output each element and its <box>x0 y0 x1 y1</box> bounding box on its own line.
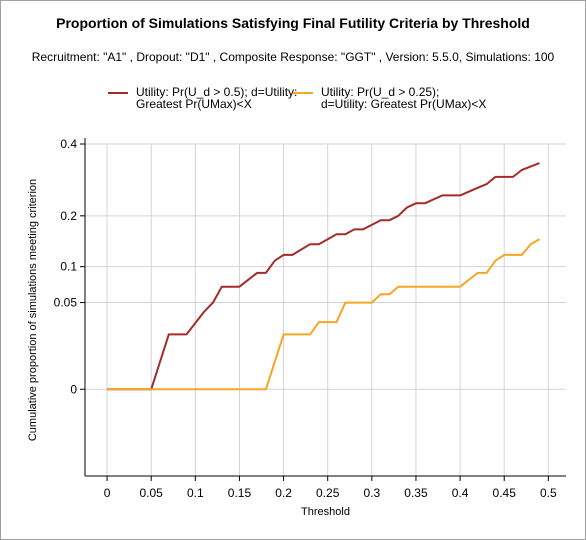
x-tick-label: 0.35 <box>404 486 428 500</box>
y-tick-label: 0.2 <box>60 209 77 223</box>
chart-title: Proportion of Simulations Satisfying Fin… <box>56 15 530 31</box>
x-tick-label: 0.25 <box>316 486 340 500</box>
legend-label-series-2: Utility: Pr(U_d > 0.25); d=Utility: Grea… <box>321 85 487 111</box>
x-tick-label: 0.1 <box>187 486 204 500</box>
y-tick-label: 0 <box>70 382 77 396</box>
x-tick-label: 0.45 <box>493 486 517 500</box>
x-tick-label: 0 <box>104 486 111 500</box>
x-tick-label: 0.05 <box>140 486 164 500</box>
x-tick-label: 0.2 <box>275 486 292 500</box>
x-tick-label: 0.15 <box>228 486 252 500</box>
legend-swatch-series-1 <box>108 92 128 94</box>
legend-label-series-1: Utility: Pr(U_d > 0.5); d=Utility: Great… <box>136 85 298 111</box>
y-axis-label: Cumulative proportion of simulations mee… <box>27 179 39 441</box>
x-tick-label: 0.5 <box>540 486 557 500</box>
y-tick-label: 0.4 <box>60 137 77 151</box>
y-tick-label: 0.1 <box>60 260 77 274</box>
x-tick-label: 0.3 <box>363 486 380 500</box>
x-tick-label: 0.4 <box>452 486 469 500</box>
legend-swatch-series-2 <box>293 92 313 94</box>
series-line-1 <box>107 162 540 391</box>
chart-subtitle: Recruitment: "A1" , Dropout: "D1" , Comp… <box>31 50 555 64</box>
x-axis-label: Threshold <box>301 506 350 518</box>
series-line-2 <box>107 238 541 391</box>
y-tick-label: 0.05 <box>54 296 78 310</box>
